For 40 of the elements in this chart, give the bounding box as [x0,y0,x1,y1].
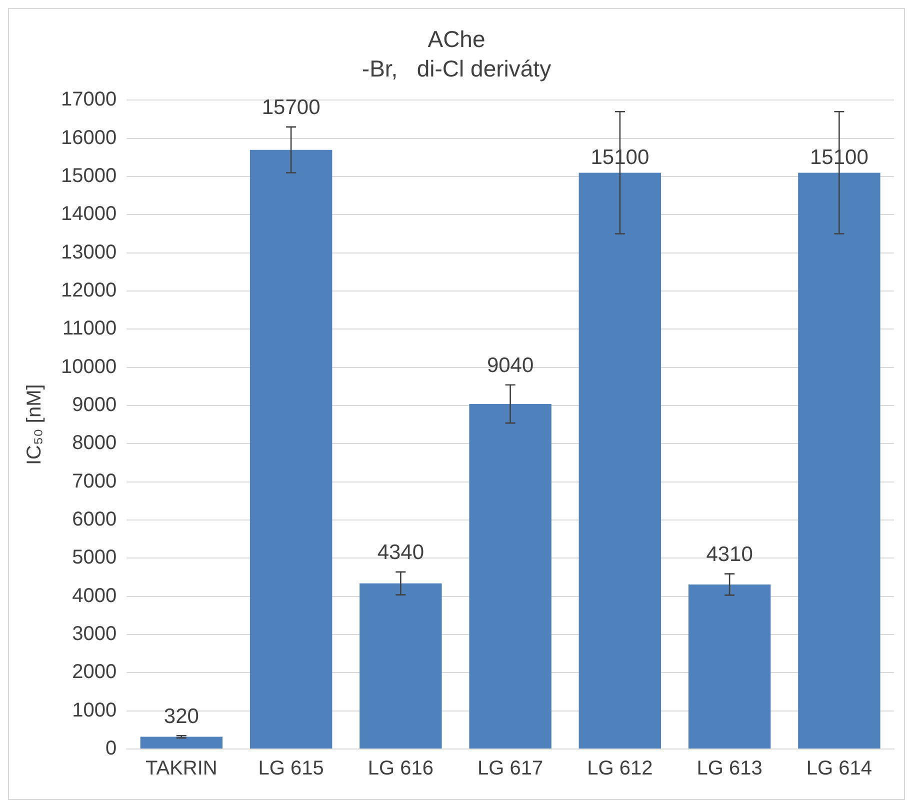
bar [469,404,552,748]
bar [688,584,771,748]
y-tick-label: 5000 [72,546,117,569]
data-label: 4310 [706,543,753,566]
y-tick-label: 9000 [72,394,117,416]
y-tick-label: 7000 [72,470,117,492]
y-tick-label: 3000 [72,623,117,646]
y-tick-label: 17000 [60,88,117,111]
bar [250,150,332,748]
y-tick-label: 1000 [72,699,117,722]
y-tick-label: 11000 [62,318,117,340]
x-tick-label: LG 613 [696,758,762,780]
y-tick-label: 10000 [60,356,117,378]
y-tick-label: 14000 [60,203,117,226]
x-tick-label: LG 617 [478,758,544,780]
data-label: 15700 [262,96,320,120]
x-tick-label: LG 614 [806,758,872,780]
bar [360,583,442,748]
data-label: 320 [164,704,199,728]
data-label: 9040 [486,354,534,378]
y-axis-title: IC₅₀ [nM] [24,384,46,466]
y-tick-label: 13000 [60,241,117,264]
y-tick-label: 0 [105,738,117,760]
x-tick-label: TAKRIN [146,758,218,780]
y-tick-label: 15000 [60,165,117,188]
y-tick-label: 16000 [60,126,117,149]
bar [578,172,662,748]
x-tick-label: LG 616 [368,758,434,780]
y-tick-label: 4000 [72,584,117,607]
bar [140,736,223,748]
x-tick-label: LG 612 [587,758,653,780]
y-tick-label: 6000 [72,508,117,531]
bar [798,172,880,748]
chart-subtitle: -Br, di-Cl deriváty [362,56,552,82]
y-tick-label: 2000 [72,661,117,684]
y-tick-label: 8000 [72,432,117,454]
data-label: 4340 [377,541,424,564]
x-tick-label: LG 615 [258,758,324,780]
y-tick-label: 12000 [60,280,117,302]
chart-title: AChe [428,26,486,52]
